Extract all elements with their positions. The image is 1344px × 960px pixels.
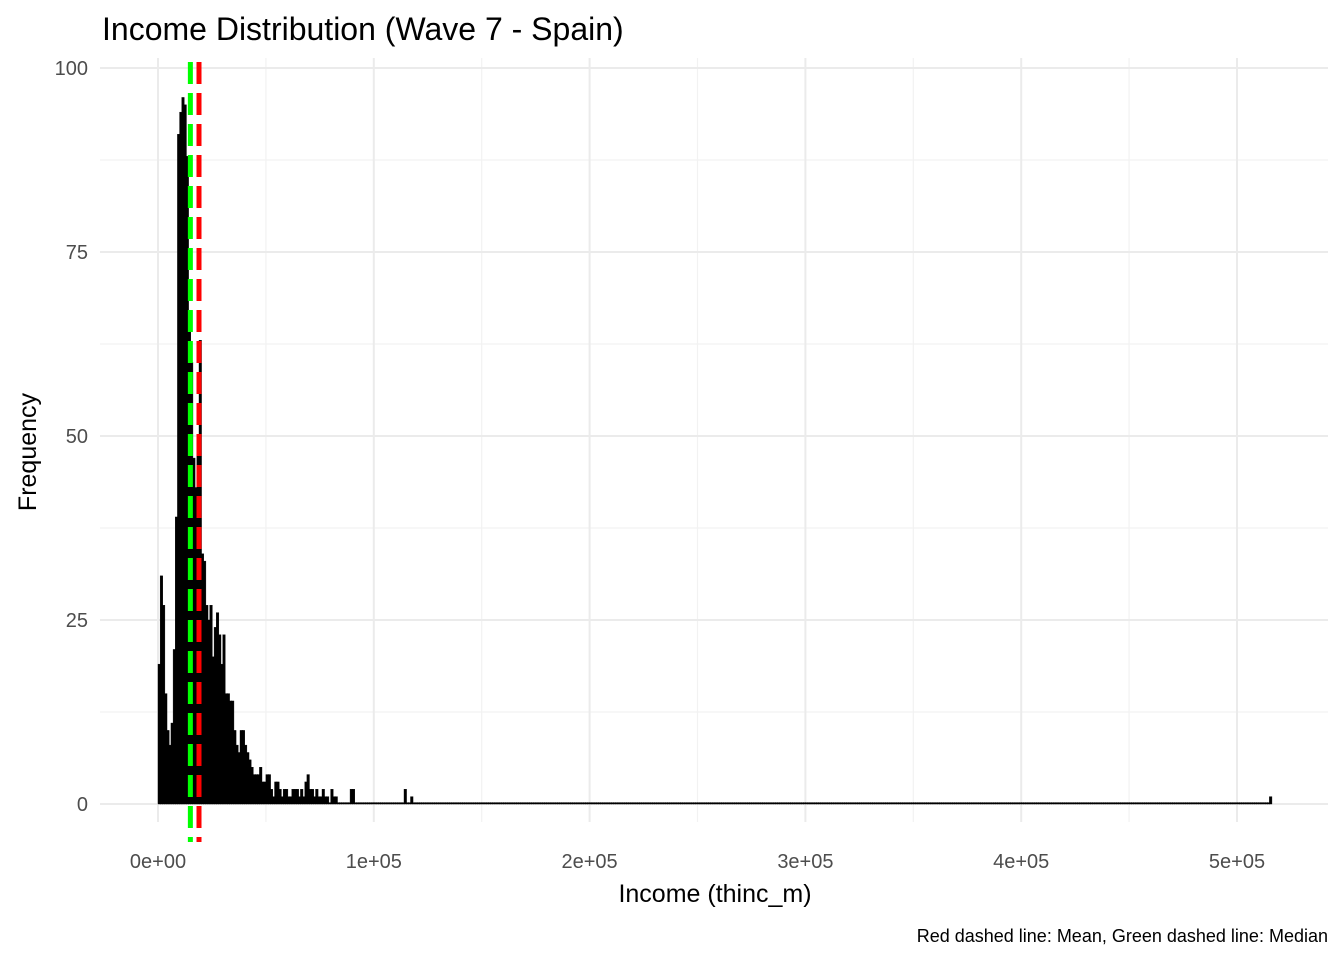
y-tick-label: 0 [77, 794, 88, 816]
reference-lines [187, 62, 202, 842]
x-tick-label: 4e+05 [993, 851, 1049, 873]
y-axis-title: Frequency [14, 392, 42, 511]
grid-lines [100, 58, 1328, 822]
histogram-bar [410, 796, 414, 805]
chart-title: Income Distribution (Wave 7 - Spain) [102, 11, 624, 47]
x-tick-label: 2e+05 [562, 851, 618, 873]
x-axis-title: Income (thinc_m) [618, 880, 811, 908]
y-tick-label: 100 [55, 58, 88, 80]
x-tick-label: 3e+05 [777, 851, 833, 873]
chart-caption: Red dashed line: Mean, Green dashed line… [917, 926, 1328, 946]
histogram-bar [1269, 796, 1273, 805]
y-axis-ticks: 0 25 50 75 100 [55, 58, 88, 816]
x-tick-label: 0e+00 [130, 851, 186, 873]
x-tick-label: 5e+05 [1209, 851, 1265, 873]
histogram-bar [326, 796, 330, 805]
histogram-bars [157, 97, 1273, 805]
y-tick-label: 25 [66, 610, 88, 632]
y-tick-label: 50 [66, 426, 88, 448]
histogram-bar [403, 789, 407, 805]
y-tick-label: 75 [66, 242, 88, 264]
histogram-bar [334, 796, 338, 805]
x-axis-ticks: 0e+00 1e+05 2e+05 3e+05 4e+05 5e+05 [130, 851, 1265, 873]
histogram-bar [352, 789, 355, 805]
x-tick-label: 1e+05 [346, 851, 402, 873]
